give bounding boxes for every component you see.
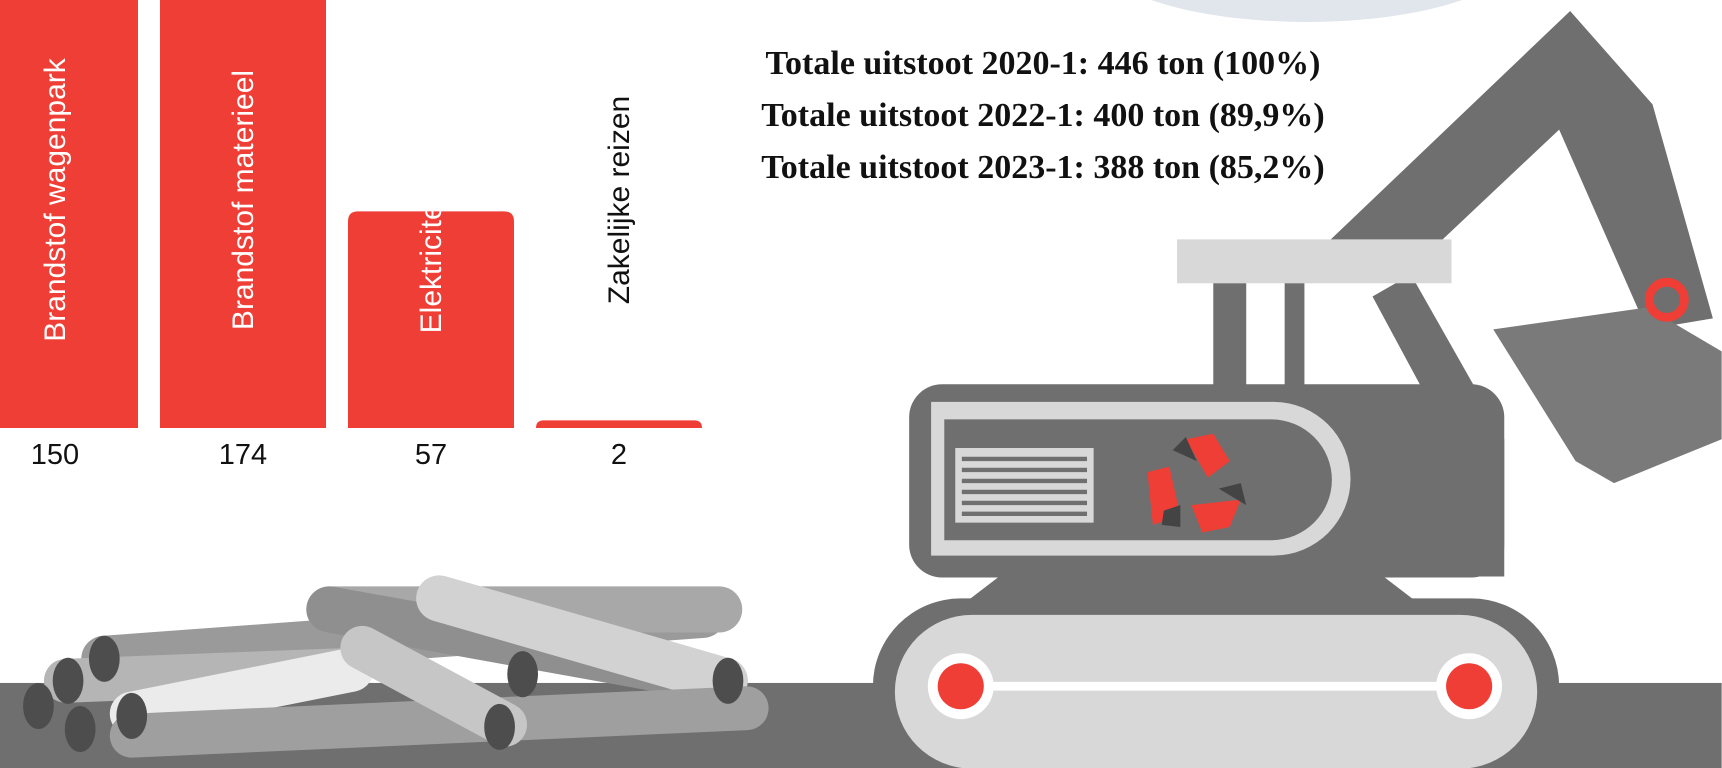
total-line: Totale uitstoot 2020-1: 446 ton (100%) <box>766 45 1321 82</box>
category-label: Brandstof wagenpark <box>39 57 72 342</box>
total-line: Totale uitstoot 2023-1: 388 ton (85,2%) <box>761 149 1325 186</box>
value-label: 2 <box>611 439 627 471</box>
category-label: Zakelijke reizen <box>603 96 636 304</box>
bar <box>536 420 702 428</box>
value-label: 150 <box>31 439 79 471</box>
page: {"chart_data": {"type": "bar", "categori… <box>0 0 1722 768</box>
bar-chart: 150 Brandstof wagenpark 174 Brandstof mater… <box>0 0 702 471</box>
total-line: Totale uitstoot 2022-1: 400 ton (89,9%) <box>761 97 1325 134</box>
totals: Totale uitstoot 2020-1: 446 ton (100%) To… <box>761 45 1325 186</box>
category-label: Brandstof materieel <box>227 70 260 330</box>
category-label: Elektriciteitsverbruik <box>415 66 448 334</box>
infographic: 150 Brandstof wagenpark 174 Brandstof mater… <box>0 0 1722 768</box>
value-label: 57 <box>415 439 447 471</box>
value-label: 174 <box>219 439 267 471</box>
